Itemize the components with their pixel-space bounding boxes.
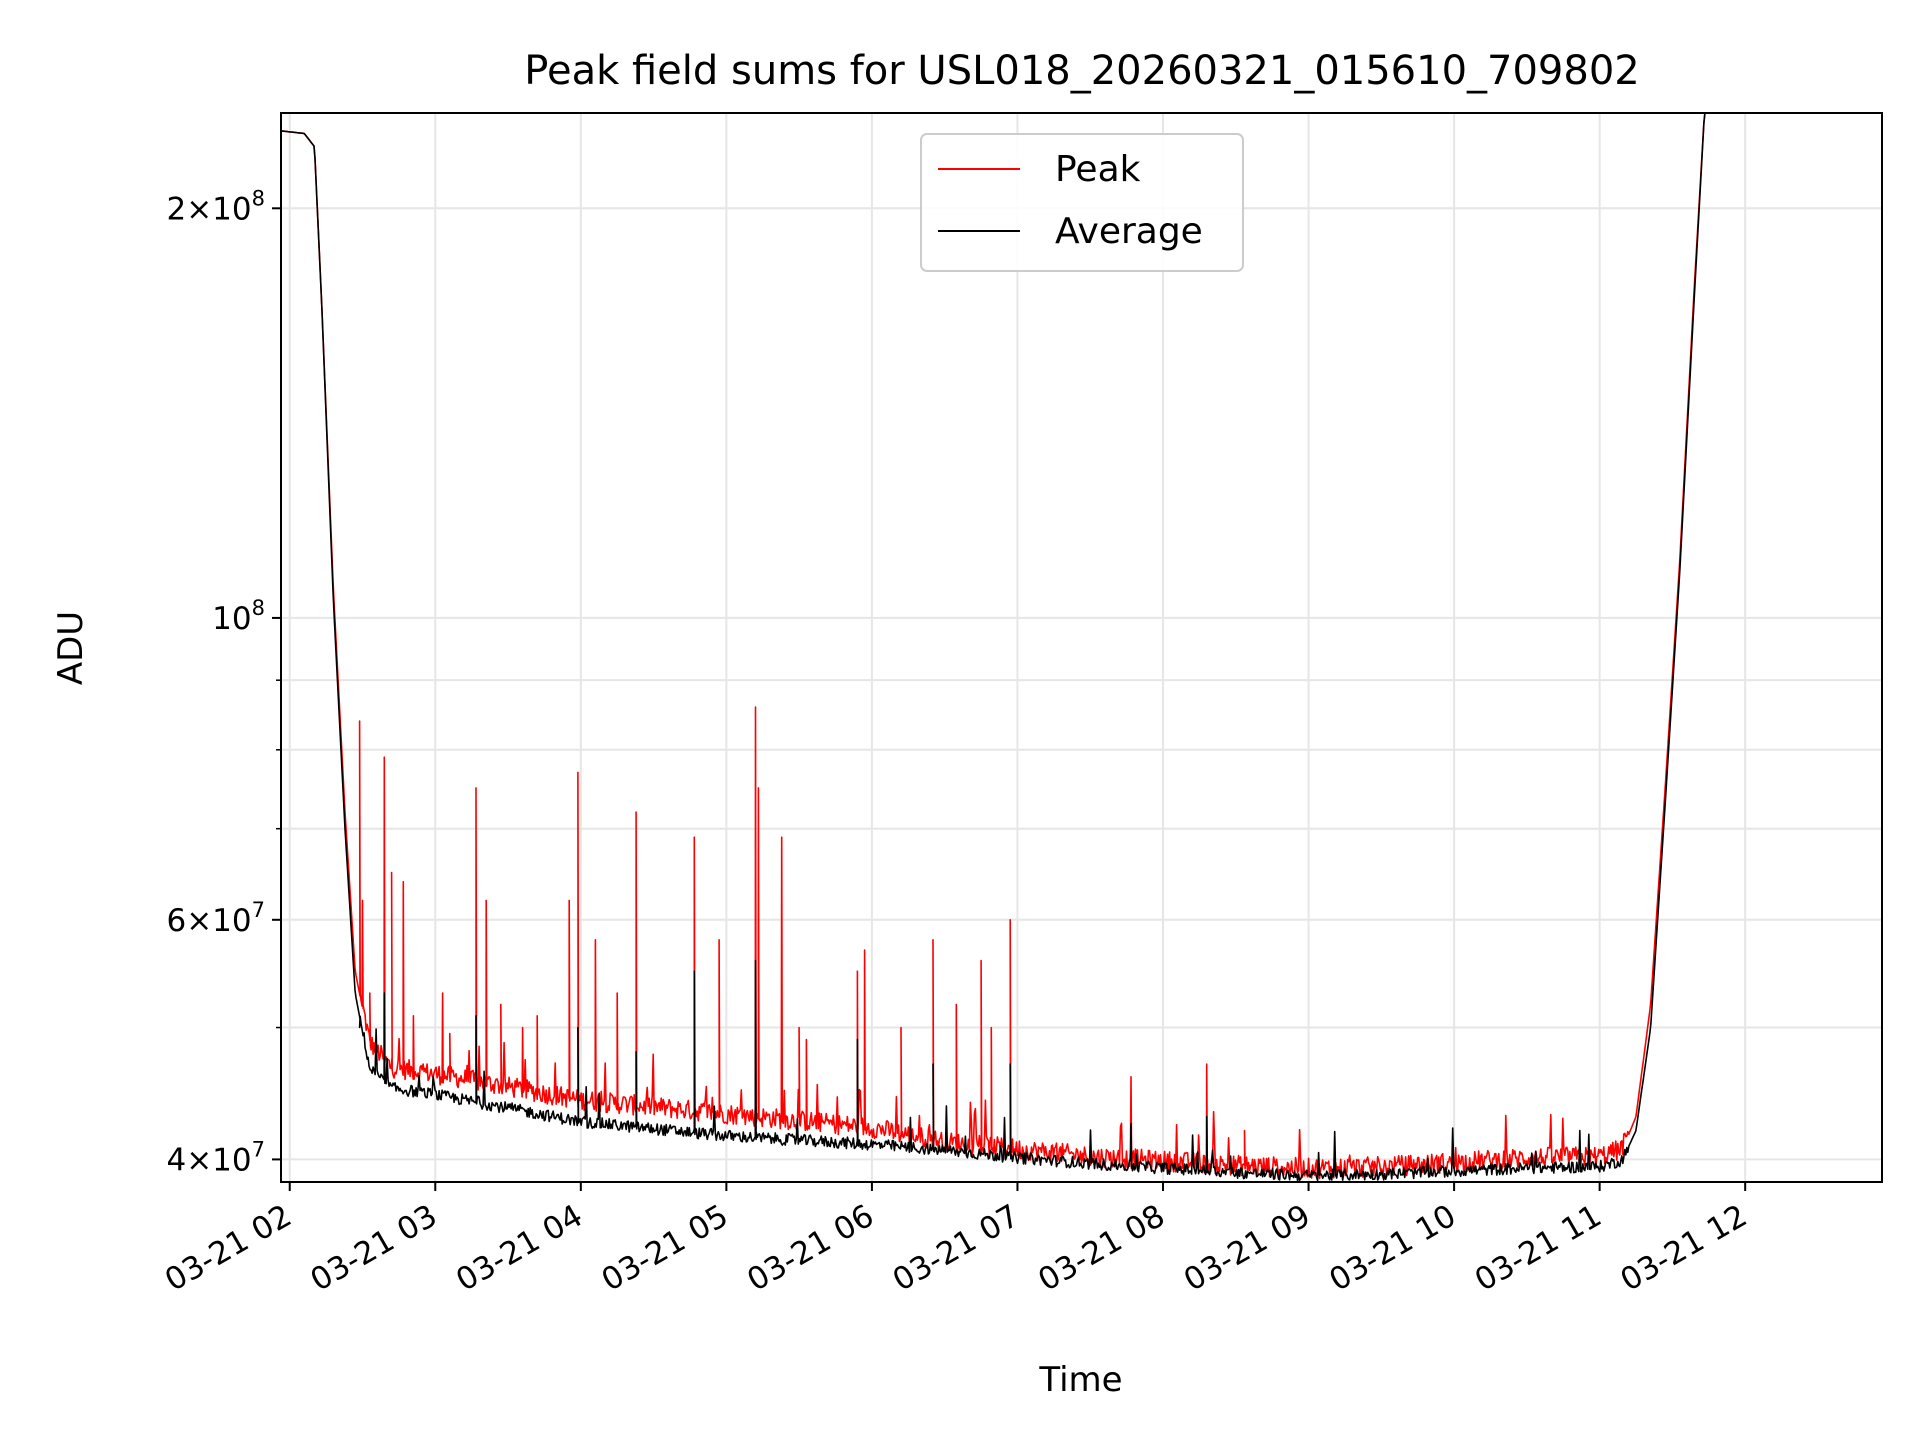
- y-tick-label: 4×107: [166, 1137, 265, 1178]
- y-axis-ticks: 2×108 108 6×107 4×107: [166, 186, 281, 1178]
- series-average-line: [281, 113, 1882, 1182]
- y-tick-label: 6×107: [166, 898, 265, 939]
- legend: Peak Average: [920, 133, 1244, 272]
- series-layer: [281, 113, 1882, 1182]
- plot-frame: [280, 112, 1883, 1183]
- y-tick-label: 108: [212, 596, 265, 637]
- y-axis-label: ADU: [51, 611, 91, 685]
- y-tick-label: 2×108: [166, 186, 265, 227]
- chart-title: Peak field sums for USL018_20260321_0156…: [524, 48, 1639, 94]
- x-axis-label: Time: [1038, 1360, 1122, 1400]
- legend-average-label: Average: [1055, 211, 1203, 252]
- legend-peak-label: Peak: [1055, 149, 1141, 190]
